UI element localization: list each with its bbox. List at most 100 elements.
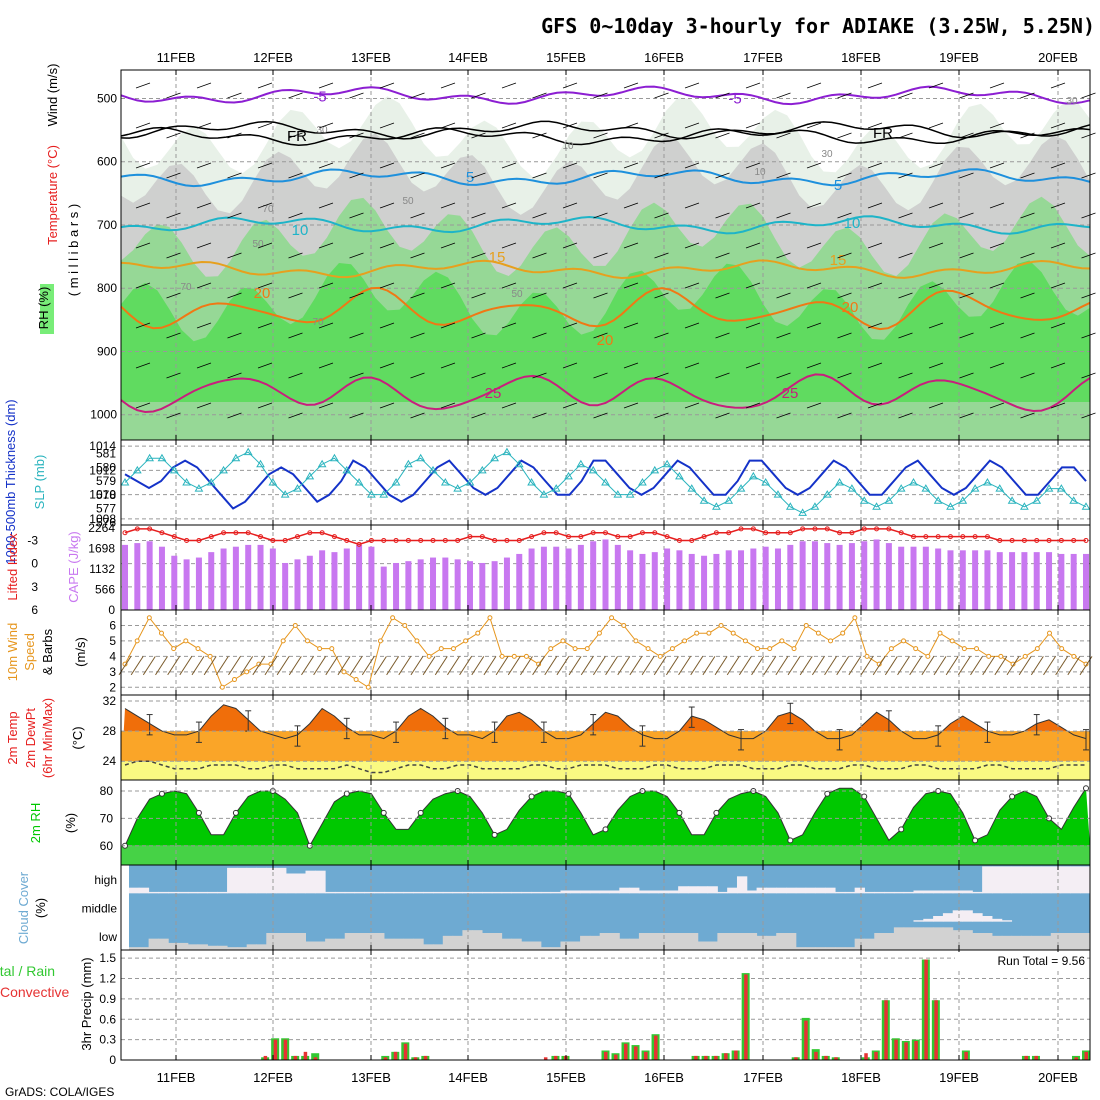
slp-marker xyxy=(896,484,906,492)
cape-tick-label: 0 xyxy=(108,603,115,617)
cape-bar xyxy=(466,561,473,610)
cloud-high-cell xyxy=(717,891,728,894)
wind-barb-10m xyxy=(398,656,412,676)
slp-marker xyxy=(1020,502,1029,510)
wind-barb xyxy=(898,292,913,299)
cape-bar xyxy=(380,566,387,610)
wind-barb-10m xyxy=(665,656,679,676)
cloud-low-cell xyxy=(697,941,709,950)
wind-barb xyxy=(593,332,608,339)
cape-bar xyxy=(885,543,892,610)
li-marker xyxy=(541,530,547,536)
cloud-high-cell xyxy=(756,887,767,894)
cloud-low-cell xyxy=(1011,935,1022,950)
cloud-high-cell xyxy=(178,891,189,894)
cape-bar xyxy=(848,543,855,610)
cloud-low-cell xyxy=(942,927,954,950)
slp-marker xyxy=(453,484,463,492)
rh2m-title: 2m RH xyxy=(28,803,43,843)
wind-barb xyxy=(257,202,273,209)
slp-marker xyxy=(785,502,795,510)
wind-barb-10m xyxy=(544,656,558,676)
cape-bar xyxy=(688,553,695,610)
wind-barb xyxy=(257,162,273,169)
li-marker xyxy=(147,526,153,532)
cloud-low-cell xyxy=(1021,935,1032,950)
wind-barb xyxy=(654,92,669,99)
cloud-high-cell xyxy=(589,890,601,894)
cloud-high-cell xyxy=(1031,866,1042,894)
li-marker xyxy=(676,537,682,543)
wind-barb xyxy=(1081,372,1096,379)
wind-barb xyxy=(440,82,456,89)
date-label-bottom: 14FEB xyxy=(448,1070,488,1085)
cloud-mid-cell xyxy=(942,913,954,922)
precip-convective-bar xyxy=(904,1042,908,1060)
li-marker xyxy=(689,537,695,543)
wind-barb xyxy=(654,212,669,219)
temp-tick-label: 24 xyxy=(103,754,117,768)
wind-barb xyxy=(806,322,822,329)
wind-barb xyxy=(410,212,425,219)
wind-barb xyxy=(440,122,456,129)
wind-barb xyxy=(837,172,852,179)
slp-marker xyxy=(416,453,426,462)
wind-barb xyxy=(1081,292,1096,299)
rh-marker xyxy=(343,790,350,797)
wind-barb xyxy=(623,322,639,329)
cloud-high-cell xyxy=(295,873,307,894)
cloud-high-cell xyxy=(129,887,140,894)
date-label-bottom: 15FEB xyxy=(546,1070,586,1085)
wind-barb xyxy=(166,212,181,219)
precip-convective-bar xyxy=(694,1055,698,1060)
cape-bar xyxy=(183,559,190,610)
thickness-axis-title: 1000-500mb Thickness (dm) xyxy=(3,399,18,564)
cloud-mid-cell xyxy=(962,910,973,922)
wind-barb xyxy=(501,162,517,169)
cloud-low-cell xyxy=(913,927,924,950)
li-marker xyxy=(393,537,399,543)
cloud-low-cell xyxy=(266,933,277,950)
precip-convective-bar xyxy=(263,1055,268,1060)
slp-marker xyxy=(490,453,499,462)
wind-barb xyxy=(379,82,395,89)
rh-legend-swatch xyxy=(40,284,54,334)
wind-barb-10m xyxy=(994,656,1008,676)
cloud-low-cell xyxy=(364,933,375,950)
cloud-low-cell xyxy=(609,933,620,950)
rh-marker xyxy=(787,837,794,844)
cloud-low-cell xyxy=(511,938,522,950)
slp-marker xyxy=(514,459,524,468)
wind-barb xyxy=(989,162,1005,169)
wind-barb xyxy=(532,292,547,299)
wind-speed-marker xyxy=(1022,653,1028,659)
contour-label: FR xyxy=(287,128,307,145)
wind-barb xyxy=(501,122,517,129)
li-marker xyxy=(418,537,424,543)
wind-speed-marker xyxy=(961,646,967,652)
wind-barb xyxy=(837,252,852,259)
cloud-low-cell xyxy=(521,941,532,950)
temp-tick-label: 32 xyxy=(103,694,117,708)
slp-marker xyxy=(317,459,327,468)
date-label-top: 12FEB xyxy=(253,50,293,65)
wind-barb xyxy=(135,82,151,89)
wind-barb xyxy=(623,282,639,289)
wind-barb xyxy=(776,292,791,299)
slp-marker xyxy=(958,496,968,504)
cloud-mid-cell xyxy=(933,916,944,922)
wind-speed-marker xyxy=(317,646,323,652)
wind-barb xyxy=(745,202,761,209)
wind-speed-marker xyxy=(742,638,748,644)
wind-barb-10m xyxy=(1055,656,1069,676)
wind-barb xyxy=(959,132,974,139)
contour-label: 15 xyxy=(489,249,506,266)
wind-barb xyxy=(1020,332,1035,339)
wind-barb xyxy=(928,282,944,289)
slp-marker xyxy=(268,478,278,486)
temp2m-panel: 32 28 24 2m Temp 2m DewPt (6hr Min/Max) (°C) xyxy=(5,694,1091,781)
cape-tick-label: 1132 xyxy=(89,562,115,576)
date-label-top: 11FEB xyxy=(157,50,196,65)
li-marker xyxy=(578,534,584,540)
cloud-low-cell xyxy=(158,938,169,950)
